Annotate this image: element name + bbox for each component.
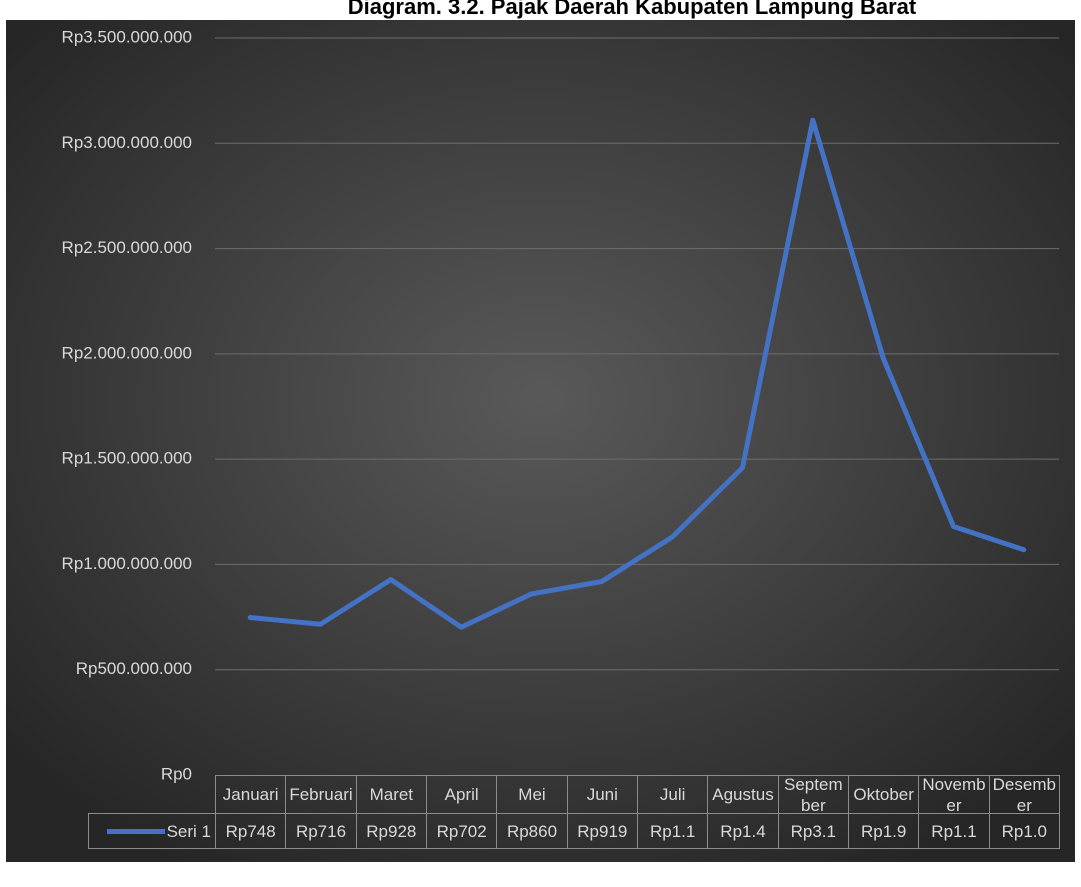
category-cell: Agustus [707,775,779,814]
legend-cell: Seri 1 [88,813,216,849]
category-cell: Januari [215,775,287,814]
category-cell: April [426,775,498,814]
value-cell: Rp919 [566,813,638,849]
y-tick-label: Rp500.000.000 [76,659,192,678]
value-cell: Rp1.4 [707,813,779,849]
y-tick-label: Rp3.500.000.000 [62,27,192,46]
value-cell: Rp860 [496,813,568,849]
chart-title: Diagram. 3.2. Pajak Daerah Kabupaten Lam… [348,0,917,19]
y-tick-label: Rp1.500.000.000 [62,449,192,468]
category-cell: Desember [988,775,1060,815]
category-cell: Juli [637,775,709,814]
value-cell: Rp1.1 [918,813,990,849]
category-cell: Mei [496,775,568,814]
value-cell: Rp748 [215,813,287,849]
chart-background [6,20,1075,862]
series-line [247,117,1027,630]
category-cell: September [777,775,849,815]
y-tick-label: Rp3.000.000.000 [62,133,192,152]
y-tick-label: Rp2.500.000.000 [62,238,192,257]
value-cell: Rp702 [426,813,498,849]
value-cell: Rp1.1 [637,813,709,849]
value-cell: Rp3.1 [777,813,849,849]
category-cell: Februari [285,775,357,814]
category-cell: Juni [566,775,638,814]
y-tick-label: Rp2.000.000.000 [62,343,192,362]
category-cell: Maret [355,775,427,814]
legend-swatch [106,828,165,834]
y-tick-label: Rp1.000.000.000 [62,554,192,573]
y-tick-label: Rp0 [161,764,192,783]
category-cell: Oktober [848,775,920,814]
value-cell: Rp928 [355,813,427,849]
value-cell: Rp716 [285,813,357,849]
value-cell: Rp1.9 [848,813,920,849]
value-cell: Rp1.0 [988,813,1060,849]
legend-label: Seri 1 [166,821,211,841]
category-cell: November [918,775,990,815]
